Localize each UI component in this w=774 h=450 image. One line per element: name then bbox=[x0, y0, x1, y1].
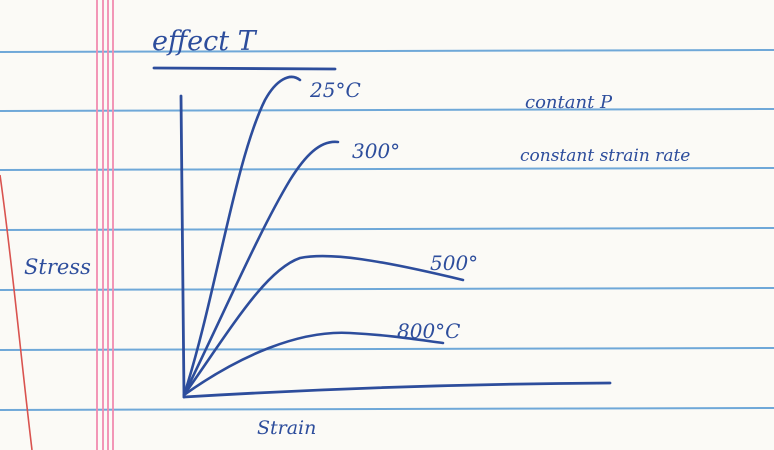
red-margin-stroke bbox=[0, 174, 33, 450]
y-axis bbox=[179, 94, 186, 399]
curve-300 bbox=[182, 140, 340, 397]
curve-800c bbox=[182, 331, 445, 397]
x-axis bbox=[182, 381, 612, 399]
curve-500 bbox=[182, 254, 465, 397]
y-axis-label: Stress bbox=[24, 255, 91, 279]
note-constant-p: contant P bbox=[525, 92, 613, 113]
note-constant-strain-rate: constant strain rate bbox=[520, 146, 690, 166]
label-800c: 800°C bbox=[397, 319, 460, 343]
chart-title: effect T bbox=[152, 26, 258, 57]
label-500: 500° bbox=[430, 251, 478, 275]
curve-25c bbox=[182, 75, 302, 397]
x-axis-label: Strain bbox=[257, 417, 316, 439]
pink-margin-lines bbox=[96, 0, 114, 450]
label-300: 300° bbox=[352, 139, 400, 163]
ruled-lines bbox=[0, 49, 774, 411]
label-25c: 25°C bbox=[309, 78, 361, 102]
title-underline bbox=[152, 66, 337, 71]
